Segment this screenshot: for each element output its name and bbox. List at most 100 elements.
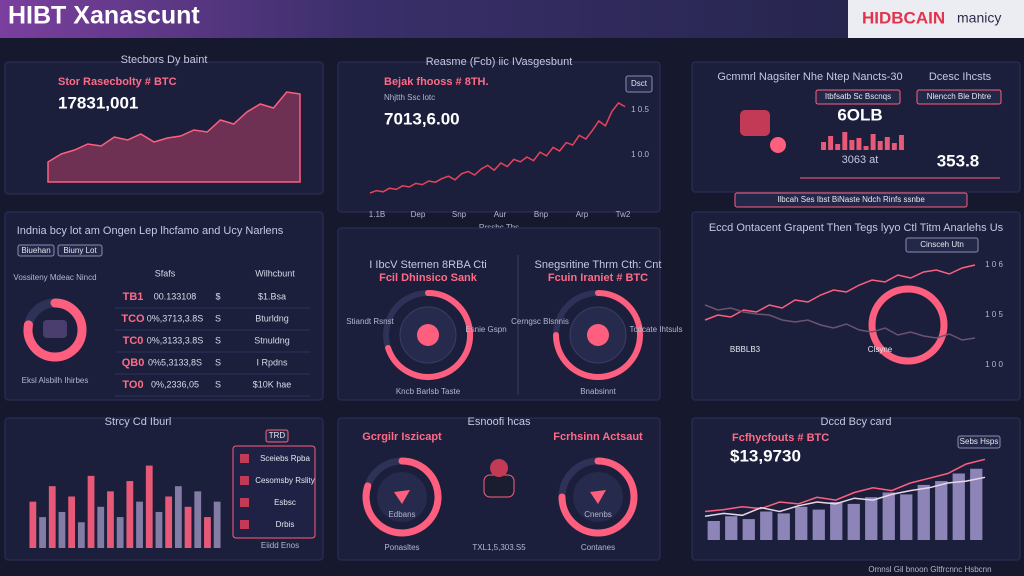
bar (136, 501, 143, 548)
bar (126, 481, 134, 548)
icon (43, 320, 67, 338)
metric-label: Fcfhycfouts # BTC (732, 432, 829, 444)
bar (87, 475, 95, 548)
panel-title: Reasme (Fcb) iic IVasgesbunt (426, 56, 573, 68)
gauge-icon (587, 324, 609, 346)
metric-label: Stor Rasecbolty # BTC (58, 76, 177, 88)
metric-value: $13,9730 (730, 446, 801, 465)
bar (952, 473, 965, 540)
metric-sublabel: Nhjtth Ssc lotc (384, 93, 435, 102)
legend-label: Drbis (276, 520, 295, 529)
panel-title: Indnia bcy lot am Ongen Lep lhcfamo and … (17, 225, 284, 237)
side-label: Tcdcate Ihtsuls (630, 325, 683, 334)
table-cell: TC0 (123, 335, 144, 347)
bar (842, 132, 848, 150)
chip-label: Biuny Lot (63, 246, 97, 255)
area-series (47, 91, 301, 183)
ring-label: Cnenbs (584, 510, 612, 519)
x-label: 1.1B (369, 210, 385, 219)
tag: TRD (269, 431, 286, 440)
line-series (704, 264, 976, 321)
ring-title: Fcrhsinn Actsaut (553, 431, 643, 443)
x-label: Bnp (534, 210, 549, 219)
legend-swatch (240, 454, 249, 463)
table-cell: 0%,2336,05 (151, 379, 199, 389)
brand-name: HIDBCAIN (862, 8, 945, 27)
bar (863, 146, 869, 150)
ring-label: Edbans (388, 510, 415, 519)
gauge-label: Fcuin Iraniet # BTC (548, 272, 648, 284)
axis-label: 1 0.0 (631, 150, 649, 159)
brand-suffix: manicy (957, 10, 1001, 26)
lock-icon (483, 474, 515, 498)
column-header: Sfafs (155, 268, 176, 278)
ring-icon (590, 490, 606, 504)
bar (898, 135, 904, 150)
metric-value: 17831,001 (58, 93, 138, 112)
column-header: Wilhcbunt (255, 268, 295, 278)
tag: Sebs Hsps (960, 437, 999, 446)
x-label: Snp (452, 210, 467, 219)
x-label: Tw2 (616, 210, 631, 219)
metric-value: 7013,6.00 (384, 109, 460, 128)
bar (835, 144, 841, 150)
bar (849, 140, 855, 150)
bar (865, 497, 878, 540)
bar (184, 506, 192, 548)
table-cell: I Rpdns (256, 357, 288, 367)
table-cell: 0%,3713,3.8S (147, 313, 204, 323)
chip (265, 429, 289, 443)
axis-label: 1 0.5 (631, 105, 649, 114)
ring-icon (394, 490, 410, 504)
ring-arc (362, 457, 442, 537)
line-series (369, 102, 626, 194)
legend-swatch (240, 520, 249, 529)
side-label: Cerngsc Blsnnis (511, 317, 569, 326)
bar (847, 503, 860, 540)
legend-label: Esbsc (274, 498, 296, 507)
legend-label: Cesomsby Rslity (255, 476, 315, 485)
panel-title: Stecbors Dy baint (121, 54, 208, 66)
bar (882, 492, 895, 540)
metric-value: 3063 at (842, 154, 879, 166)
panel-title: Eccd Ontacent Grapent Then Tegs lyyo Ctl… (709, 222, 1004, 234)
x-label: Arp (576, 210, 589, 219)
bar (155, 511, 163, 548)
table-cell: TB1 (123, 291, 144, 303)
footer: Omnsl Gil bnoon Gltfrcnnc Hsbcnn (868, 565, 991, 574)
gauge-title: I IbcV Sternen 8RBA Cti (369, 259, 486, 271)
table-cell: S (215, 335, 221, 345)
chip (734, 192, 968, 208)
panel (4, 211, 324, 401)
line-series (704, 458, 986, 513)
chip (815, 89, 901, 105)
footer: Ilbcah Ses Ibst BiNaste Ndch Rinfs ssnbe (777, 195, 925, 204)
bar (884, 137, 890, 150)
donut-title: Vossiteny Mdeac Nincd (13, 273, 96, 282)
bar (68, 496, 76, 548)
tag: Dsct (631, 79, 648, 88)
ring-arc (558, 457, 638, 537)
line-series (704, 476, 986, 518)
table-cell: TCO (121, 313, 145, 325)
bar (174, 486, 182, 548)
panel-title: Gcmmrl Nagsiter Nhe Ntep Nancts-30 (717, 71, 902, 83)
panel-title: Strcy Cd Iburl (105, 416, 172, 428)
chip-label: Biuehan (21, 246, 50, 255)
highlight-ring (868, 285, 948, 365)
table-cell: $10K hae (253, 379, 292, 389)
bar (97, 506, 105, 548)
bar (725, 516, 738, 540)
caption: Eksl Alsbilh Ihirbes (22, 376, 89, 385)
legend-swatch (240, 476, 249, 485)
bar (870, 134, 876, 150)
bar (145, 465, 153, 548)
legend-box (232, 445, 316, 539)
chip (17, 244, 55, 257)
caption: Bnabsinnt (580, 387, 616, 396)
ring-arc (385, 290, 473, 380)
bar (116, 517, 124, 548)
tag: Itbfsatb Sc Bscnqs (825, 92, 891, 101)
bar (48, 486, 56, 548)
